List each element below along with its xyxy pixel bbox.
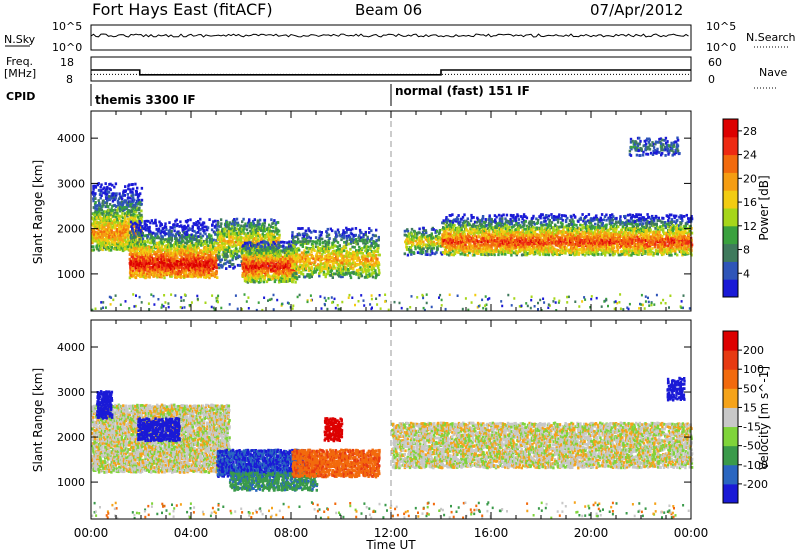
nave-label: Nave <box>759 66 787 79</box>
nsky-panel <box>90 24 692 51</box>
y-tick-label: 4000 <box>57 341 85 354</box>
axes: 1000 2000 3000 4000 1000 2000 3000 4000 00:00 04:… <box>57 111 708 540</box>
nave-tick-top: 60 <box>708 56 722 69</box>
x-tick-label: 16:00 <box>474 526 509 540</box>
cpid-label: CPID <box>6 90 35 103</box>
colorbar-segment <box>723 119 738 138</box>
colorbar-segment <box>723 136 738 156</box>
colorbar-frame <box>722 330 739 504</box>
nsearch-tick-bottom: 10^0 <box>706 41 736 54</box>
power-y-label: Slant Range [km] <box>31 160 45 264</box>
velocity-y-label: Slant Range [km] <box>31 368 45 472</box>
y-tick-label: 1000 <box>57 476 85 489</box>
colorbar-tick-label: 200 <box>743 344 764 357</box>
x-tick-label: 04:00 <box>174 526 209 540</box>
nsky-trace <box>90 33 689 38</box>
nsearch-label: N.Search <box>746 31 796 44</box>
y-tick-label: 3000 <box>57 386 85 399</box>
freq-label-bottom: [MHz] <box>4 67 36 80</box>
colorbar-tick-label: -50 <box>743 440 761 453</box>
colorbar-frame <box>722 118 739 298</box>
freq-tick-top: 18 <box>60 56 74 69</box>
colorbar-segment <box>723 407 738 428</box>
colorbar-segment <box>723 350 738 370</box>
power-colorbar-label: Power [dB] <box>757 175 771 240</box>
strip-traces <box>90 33 691 76</box>
colorbar-segment <box>723 279 738 298</box>
colorbar-segment <box>723 225 738 245</box>
x-tick-label: 00:00 <box>74 526 109 540</box>
velocity-colorbar: 200 100 50 15 -15 -50 -100 -200 <box>722 330 768 504</box>
colorbar-tick-label: 16 <box>743 196 757 209</box>
colorbar-tick-label: 20 <box>743 172 757 185</box>
colorbar-tick-label: 28 <box>743 125 757 138</box>
cpid-mode-1: themis 3300 IF <box>95 93 196 107</box>
colorbar-tick-label: -15 <box>743 421 761 434</box>
power-scatter <box>91 136 694 312</box>
colorbar-segment <box>723 243 738 262</box>
x-tick-label: 12:00 <box>374 526 409 540</box>
nsearch-tick-top: 10^5 <box>706 20 736 33</box>
colorbar-segment <box>723 464 738 485</box>
plot-title: Fort Hays East (fitACF) <box>92 0 273 19</box>
colorbar-segment <box>723 261 738 280</box>
colorbar-segment <box>723 190 738 209</box>
colorbar-tick-label: 50 <box>743 382 757 395</box>
colorbar-segment <box>723 445 738 466</box>
y-tick-label: 4000 <box>57 132 85 145</box>
nsky-label: N.Sky <box>4 33 36 46</box>
colorbar-tick-label: 8 <box>743 244 750 257</box>
colorbar-segment <box>723 154 738 173</box>
x-tick-label: 20:00 <box>574 526 609 540</box>
colorbar-tick-label: 15 <box>743 401 757 414</box>
colorbar-segment <box>723 426 738 447</box>
y-tick-label: 1000 <box>57 268 85 281</box>
colorbar-segment <box>723 483 738 504</box>
velocity-colorbar-label: Velocity [m s^-1] <box>757 366 771 470</box>
colorbar-tick-label: -100 <box>743 459 768 472</box>
colorbar-segment <box>723 388 738 408</box>
date-label: 07/Apr/2012 <box>590 1 683 19</box>
velocity-scatter <box>91 376 694 520</box>
colorbar-segment <box>723 208 738 227</box>
y-tick-label: 2000 <box>57 223 85 236</box>
colorbar-tick-label: 100 <box>743 363 764 376</box>
colorbar-segment <box>723 331 738 351</box>
colorbar-segment <box>723 369 738 389</box>
beam-label: Beam 06 <box>355 1 422 19</box>
cpid-mode-2: normal (fast) 151 IF <box>395 84 530 98</box>
x-tick-label: 00:00 <box>674 526 709 540</box>
nave-tick-bottom: 0 <box>708 73 715 86</box>
freq-tick-bottom: 8 <box>66 73 73 86</box>
colorbar-tick-label: 24 <box>743 149 757 162</box>
velocity-panel-frame <box>90 319 692 520</box>
colorbar-segment <box>723 172 738 191</box>
colorbar-tick-label: 4 <box>743 267 750 280</box>
colorbar-tick-label: 12 <box>743 220 757 233</box>
freq-panel <box>90 56 692 82</box>
freq-label-top: Freq. <box>6 55 33 68</box>
y-tick-label: 2000 <box>57 431 85 444</box>
nsky-tick-bottom: 10^0 <box>52 41 82 54</box>
freq-trace <box>91 69 691 76</box>
nsky-tick-top: 10^5 <box>52 20 82 33</box>
x-axis-label: Time UT <box>365 538 416 552</box>
colorbar-tick-label: -200 <box>743 478 768 491</box>
power-colorbar: 4 8 12 16 20 24 28 <box>722 118 757 298</box>
x-tick-label: 08:00 <box>274 526 309 540</box>
y-tick-label: 3000 <box>57 177 85 190</box>
